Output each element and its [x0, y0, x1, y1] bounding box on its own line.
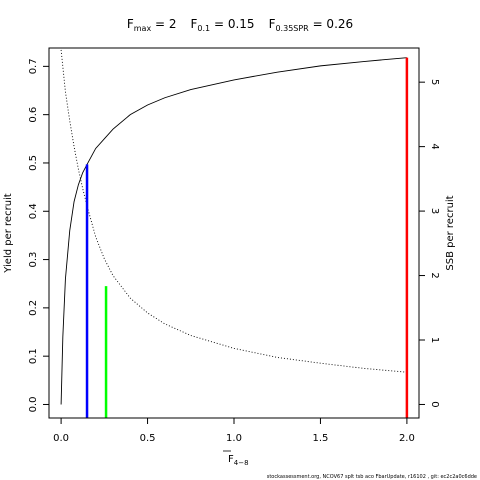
y2-axis-label: SSB per recruit	[445, 195, 456, 270]
y-tick-label: 0.5	[28, 155, 39, 171]
x-axis-label-sub: 4−8	[234, 459, 249, 467]
x-tick-label: 1.5	[312, 433, 328, 444]
x-tick-label: 0.5	[140, 433, 156, 444]
x-axis-label-text: F4−8	[228, 454, 249, 467]
x-tick-label: 0.0	[53, 433, 69, 444]
reference-lines	[85, 57, 409, 418]
y2-tick-label: 1	[429, 337, 440, 343]
title-part-0: F	[127, 17, 134, 31]
x-axis-label: F4−8	[223, 450, 249, 467]
y-tick-label: 0.2	[28, 300, 39, 316]
title-part-2: F	[269, 17, 276, 31]
y-tick-label: 0.7	[28, 58, 39, 74]
y-axis-right: 0 1 2 3 4 5	[419, 79, 440, 408]
chart-title-text: Fmax = 2 F0.1 = 0.15 F0.35SPR = 0.26	[127, 17, 353, 33]
y2-tick-label: 5	[429, 79, 440, 85]
plot-series	[60, 49, 407, 405]
footer-text: stockassessment.org, NCOV67 splt tsb aco…	[267, 474, 477, 480]
y2-tick-label: 4	[429, 143, 440, 149]
x-tick-label: 2.0	[399, 433, 415, 444]
yield-per-recruit-line	[60, 57, 407, 405]
y2-tick-label: 2	[429, 272, 440, 278]
title-part-1: F	[191, 17, 198, 31]
chart-title: Fmax = 2 F0.1 = 0.15 F0.35SPR = 0.26	[127, 17, 353, 33]
y2-tick-label: 3	[429, 208, 440, 214]
plot-frame	[48, 47, 420, 419]
y2-tick-label: 0	[429, 401, 440, 407]
x-axis-label-base: F	[228, 454, 234, 465]
ssb-per-recruit-line	[60, 49, 407, 373]
y-tick-label: 0.3	[28, 252, 39, 268]
y-axis-left: 0.0 0.1 0.2 0.3 0.4 0.5 0.6 0.7	[28, 58, 49, 412]
x-axis: 0.0 0.5 1.0 1.5 2.0	[53, 418, 415, 444]
y-tick-label: 0.0	[28, 397, 39, 413]
y-tick-label: 0.4	[28, 203, 39, 219]
y-tick-label: 0.6	[28, 107, 39, 123]
x-tick-label: 1.0	[226, 433, 242, 444]
y-tick-label: 0.1	[28, 348, 39, 364]
y-axis-label: Yield per recruit	[3, 193, 14, 274]
